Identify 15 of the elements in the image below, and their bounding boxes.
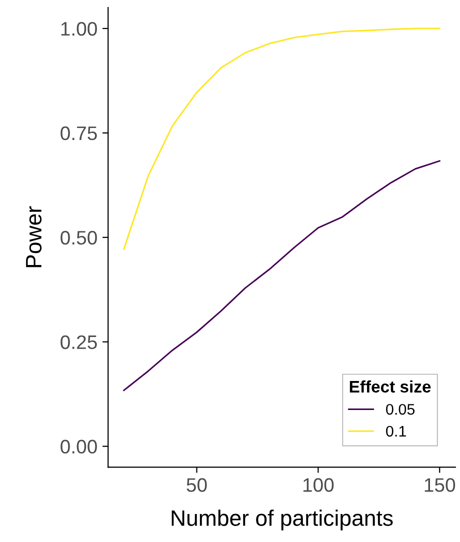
y-tick-label: 1.00 — [61, 22, 97, 36]
line-series — [123, 160, 440, 392]
x-tick-label: 150 — [424, 478, 456, 492]
y-tick-label: 0.00 — [60, 440, 97, 454]
y-tick-label: 0.25 — [60, 335, 97, 350]
x-tick-label: 50 — [186, 478, 207, 492]
y-axis-title: Power — [26, 206, 42, 268]
y-tick-label: 0.50 — [60, 230, 97, 245]
x-tick-label: 100 — [303, 478, 334, 492]
legend-title: Effect size — [350, 380, 431, 393]
legend-label: 0.05 — [386, 404, 415, 415]
y-tick-label: 0.75 — [60, 126, 97, 140]
legend-label: 0.1 — [386, 426, 406, 437]
line-series — [123, 28, 440, 250]
x-axis-title: Number of participants — [172, 510, 393, 530]
